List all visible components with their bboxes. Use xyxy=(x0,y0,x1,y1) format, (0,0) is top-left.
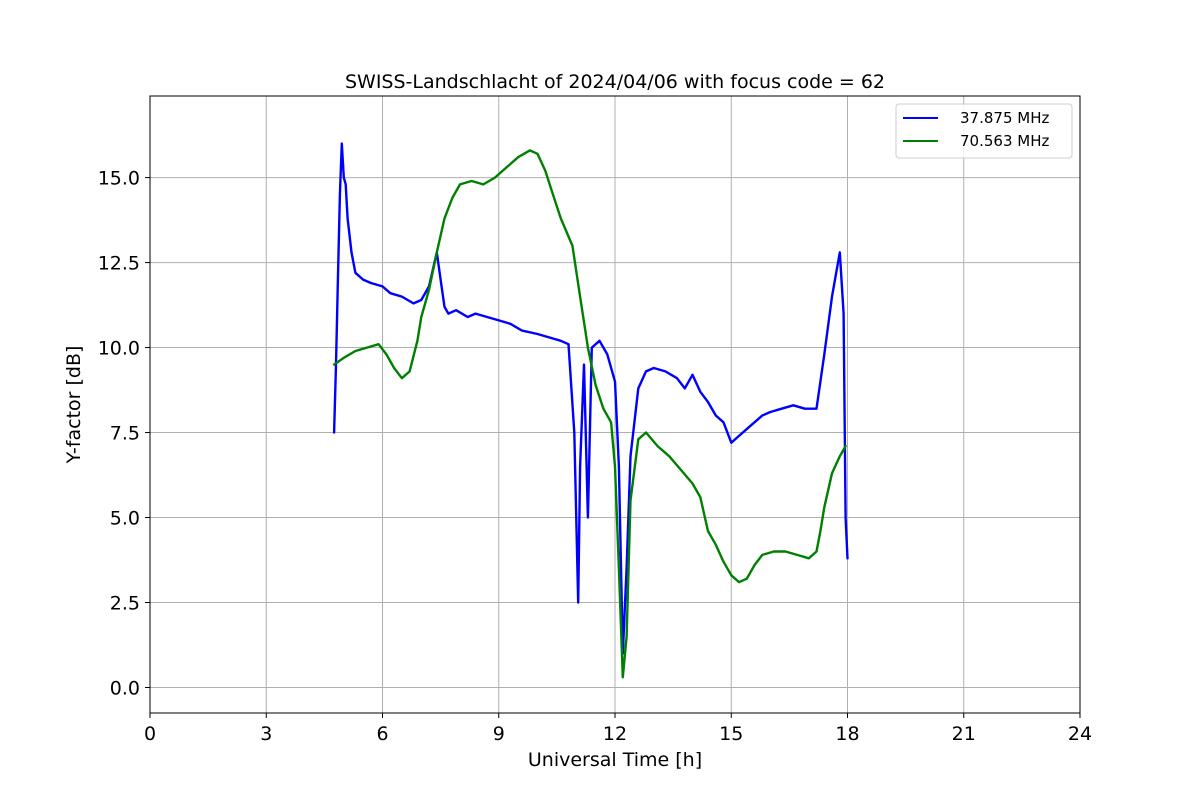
y-tick-label: 2.5 xyxy=(110,593,140,615)
chart-title: SWISS-Landschlacht of 2024/04/06 with fo… xyxy=(345,71,885,93)
legend-box xyxy=(895,103,1073,159)
x-tick-label: 12 xyxy=(603,723,627,745)
x-axis-label: Universal Time [h] xyxy=(528,749,702,771)
x-tick-label: 18 xyxy=(835,723,859,745)
series-layer xyxy=(332,142,849,679)
y-tick-label: 10.0 xyxy=(98,338,140,360)
y-tick-label: 0.0 xyxy=(110,678,140,700)
legend-label-37-875-mhz: 37.875 MHz xyxy=(960,109,1049,127)
x-axis-ticks: 0 3 6 9 12 15 18 21 24 xyxy=(144,713,1092,745)
x-tick-label: 6 xyxy=(376,723,388,745)
x-tick-label: 0 xyxy=(144,723,156,745)
x-tick-label: 3 xyxy=(260,723,272,745)
y-tick-label: 5.0 xyxy=(110,508,140,530)
y-tick-label: 15.0 xyxy=(98,168,140,190)
x-tick-label: 24 xyxy=(1068,723,1092,745)
y-axis-ticks: 0.0 2.5 5.0 7.5 10.0 12.5 15.0 xyxy=(98,168,150,700)
x-tick-label: 9 xyxy=(493,723,505,745)
y-tick-label: 12.5 xyxy=(98,253,140,275)
series-line-70-563-mhz xyxy=(332,149,847,679)
legend: 37.875 MHz 70.563 MHz xyxy=(895,103,1073,159)
y-axis-label: Y-factor [dB] xyxy=(63,346,85,465)
x-tick-label: 15 xyxy=(719,723,743,745)
y-tick-label: 7.5 xyxy=(110,423,140,445)
legend-label-70-563-mhz: 70.563 MHz xyxy=(960,132,1049,150)
x-tick-label: 21 xyxy=(952,723,976,745)
series-line-37-875-mhz xyxy=(332,142,849,655)
